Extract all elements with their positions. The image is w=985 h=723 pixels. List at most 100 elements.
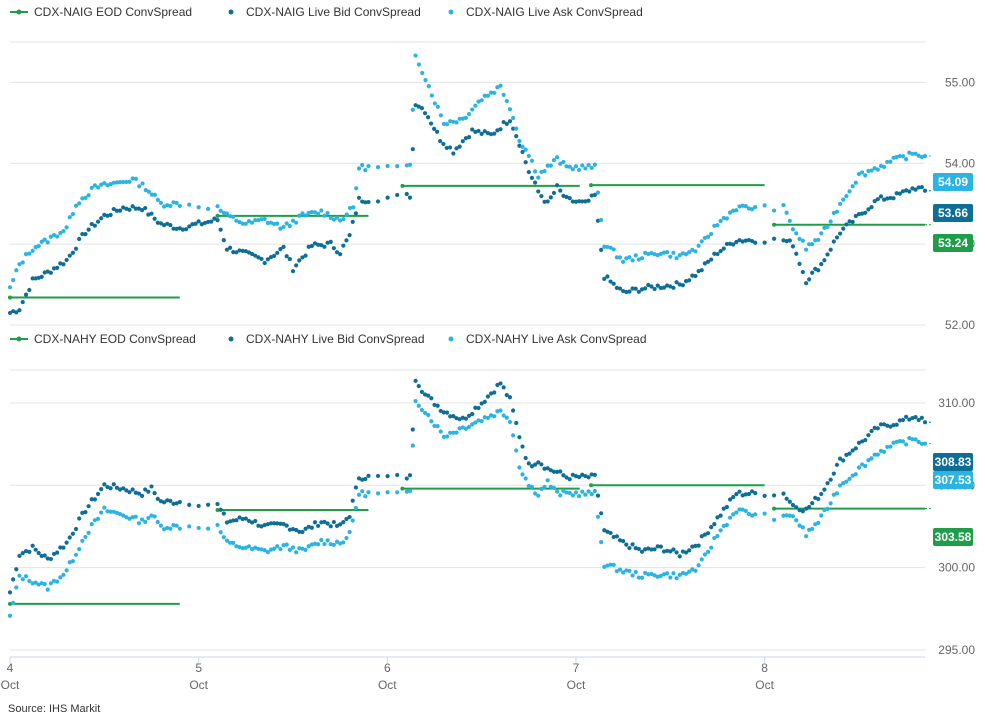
bid-point (693, 543, 698, 548)
bid-point (228, 519, 233, 524)
ask-point (457, 116, 462, 121)
ask-point (290, 218, 296, 223)
bid-point (95, 491, 101, 497)
ask-point (23, 574, 29, 579)
bid-point (161, 223, 167, 228)
ask-point (807, 242, 812, 247)
ask-point (665, 571, 670, 576)
ask-point (790, 514, 796, 519)
bid-point (853, 446, 858, 451)
ask-point (853, 472, 858, 477)
ask-point (177, 526, 182, 531)
ask-point (250, 546, 255, 552)
bid-point (866, 433, 871, 438)
bid-point (457, 144, 462, 149)
bid-point (885, 196, 890, 201)
ask-point (237, 219, 242, 225)
bid-point (325, 240, 330, 245)
bid-point (536, 189, 541, 194)
ask-point (863, 173, 868, 178)
bid-point (875, 426, 880, 431)
ask-point (309, 209, 314, 215)
bid-point (599, 247, 604, 252)
ask-point (250, 220, 255, 225)
bid-point (482, 399, 487, 404)
ask-point (555, 155, 560, 160)
ask-point (306, 544, 311, 549)
bid-point (542, 466, 547, 471)
ask-point (639, 256, 645, 261)
ask-point (83, 195, 88, 200)
ask-point (671, 571, 676, 576)
ask-point (155, 519, 160, 525)
bid-point (819, 262, 824, 267)
eod-point (215, 213, 220, 218)
bid-point (492, 131, 497, 136)
ask-point (630, 258, 635, 263)
bid-point (20, 551, 25, 556)
ask-point (17, 262, 22, 267)
legend-dot-marker (448, 9, 454, 15)
bid-point (721, 506, 726, 511)
bid-point (523, 455, 528, 461)
ask-point (187, 202, 192, 207)
bid-point (375, 473, 381, 479)
bid-point (661, 285, 667, 290)
bid-point (338, 252, 343, 257)
ask-point (580, 489, 585, 494)
ask-point (523, 147, 528, 152)
ask-point (841, 481, 846, 486)
ask-point (278, 546, 283, 552)
eod-point (400, 486, 405, 491)
bid-point (284, 523, 289, 528)
ask-point (715, 223, 720, 228)
ask-point (696, 243, 701, 248)
bid-point (149, 484, 154, 489)
bid-point (20, 299, 25, 305)
bid-point (7, 590, 13, 595)
bid-point (55, 550, 60, 555)
bid-point (479, 401, 484, 406)
bid-point (419, 389, 425, 394)
bid-point (102, 212, 107, 217)
bid-point (724, 504, 730, 510)
ask-point (608, 562, 613, 567)
ask-point (781, 513, 786, 518)
ask-point (246, 544, 252, 549)
y-tick-label: 54.00 (945, 156, 975, 170)
bid-point (551, 469, 557, 474)
ask-point (108, 509, 113, 514)
bid-point (27, 549, 32, 554)
bid-point (319, 520, 324, 525)
x-tick-month: Oct (378, 678, 397, 692)
bid-point (894, 191, 899, 196)
bid-point (64, 540, 69, 545)
bid-point (501, 119, 506, 125)
ask-point (526, 153, 531, 159)
bid-point (111, 206, 116, 212)
bid-point (426, 393, 431, 398)
bid-point (617, 286, 623, 291)
ask-point (810, 242, 815, 247)
bid-point (58, 545, 63, 550)
ask-point (897, 438, 902, 444)
bid-point (294, 263, 299, 268)
bid-point (504, 392, 509, 398)
bid-point (139, 493, 145, 498)
bid-point (117, 208, 123, 213)
ask-point (334, 215, 340, 220)
ask-point (341, 217, 346, 222)
ask-point (99, 510, 104, 515)
ask-point (454, 430, 459, 435)
ask-point (690, 247, 695, 252)
eod-point (589, 183, 594, 188)
ask-point (187, 524, 192, 529)
ask-point (787, 513, 792, 518)
bid-point (643, 547, 648, 552)
ask-point (599, 217, 604, 223)
bid-point (919, 415, 924, 420)
bid-point (466, 413, 472, 418)
ask-point (287, 547, 292, 553)
bid-point (533, 180, 538, 185)
bid-point (30, 543, 35, 548)
